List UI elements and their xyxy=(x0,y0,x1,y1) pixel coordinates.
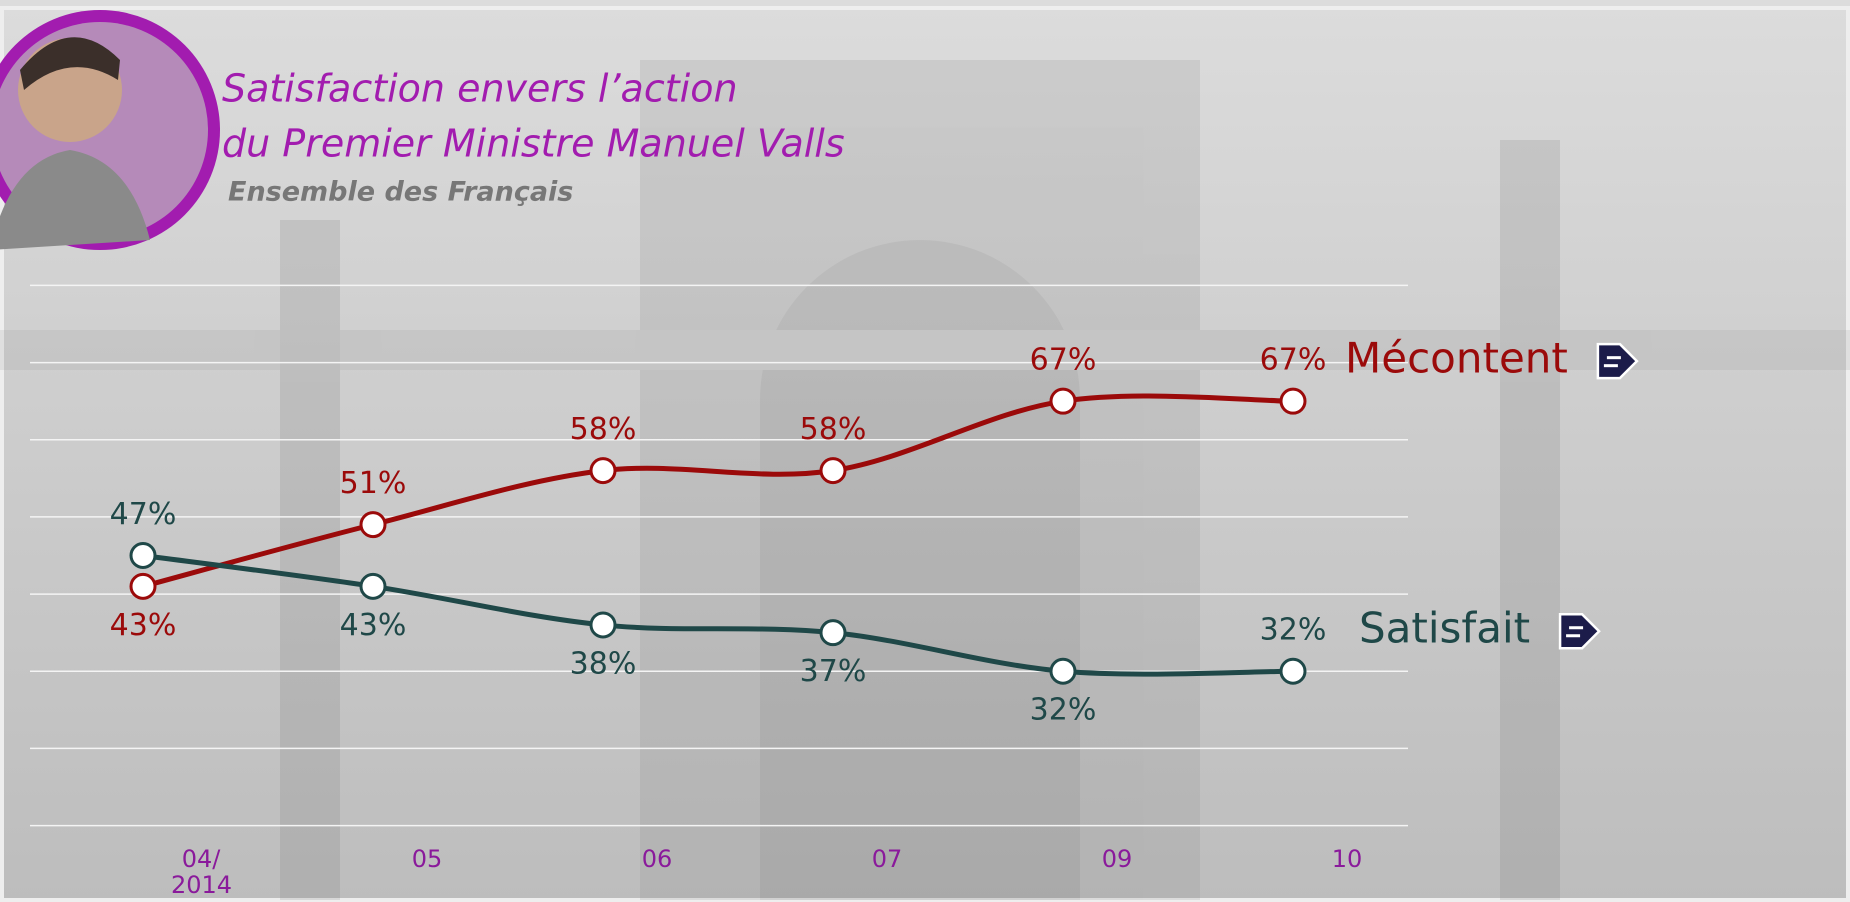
line xyxy=(142,553,1294,677)
point xyxy=(1049,657,1077,685)
value-label: 43% xyxy=(110,608,177,643)
chart-subtitle: Ensemble des Français xyxy=(228,177,573,208)
legend-label: Satisfait xyxy=(1359,604,1530,653)
point xyxy=(589,457,617,485)
point xyxy=(1279,387,1307,415)
value-label: 58% xyxy=(570,412,637,447)
x-tick-label: 06 xyxy=(641,845,673,873)
legend-arrow-mark xyxy=(1606,356,1621,360)
point xyxy=(1049,387,1077,415)
point xyxy=(359,572,387,600)
chart-title: Satisfaction envers l’action xyxy=(222,67,738,111)
value-label: 43% xyxy=(340,608,407,643)
x-tick-label: 09 xyxy=(1101,845,1133,873)
line xyxy=(142,393,1294,589)
legend-arrow-mark xyxy=(1566,634,1581,638)
background-building xyxy=(0,60,1850,900)
legend-arrow xyxy=(1596,342,1639,380)
legend-label: Mécontent xyxy=(1345,334,1568,383)
portrait xyxy=(0,10,220,250)
x-tick-label: 04/ 2014 xyxy=(171,845,233,899)
value-label: 32% xyxy=(1030,693,1097,728)
legend-arrow-mark xyxy=(1569,626,1584,630)
value-label: 32% xyxy=(1260,613,1327,648)
point xyxy=(819,457,847,485)
x-tick-label: 05 xyxy=(411,845,443,873)
x-tick-label: 07 xyxy=(871,845,903,873)
point xyxy=(1279,657,1307,685)
x-tick-label: 10 xyxy=(1331,845,1363,873)
point xyxy=(589,611,617,639)
legend-arrow xyxy=(1558,612,1601,650)
point xyxy=(819,619,847,647)
value-label: 51% xyxy=(340,466,407,501)
value-label: 47% xyxy=(110,497,177,532)
chart-title: du Premier Ministre Manuel Valls xyxy=(222,122,845,166)
value-label: 58% xyxy=(800,412,867,447)
legend-arrow-mark xyxy=(1603,364,1618,368)
frame xyxy=(0,6,1850,902)
point xyxy=(359,511,387,539)
point xyxy=(129,572,157,600)
point xyxy=(129,542,157,569)
value-label: 67% xyxy=(1260,343,1327,378)
value-label: 37% xyxy=(800,654,867,689)
value-label: 67% xyxy=(1030,343,1097,378)
value-label: 38% xyxy=(570,646,637,681)
